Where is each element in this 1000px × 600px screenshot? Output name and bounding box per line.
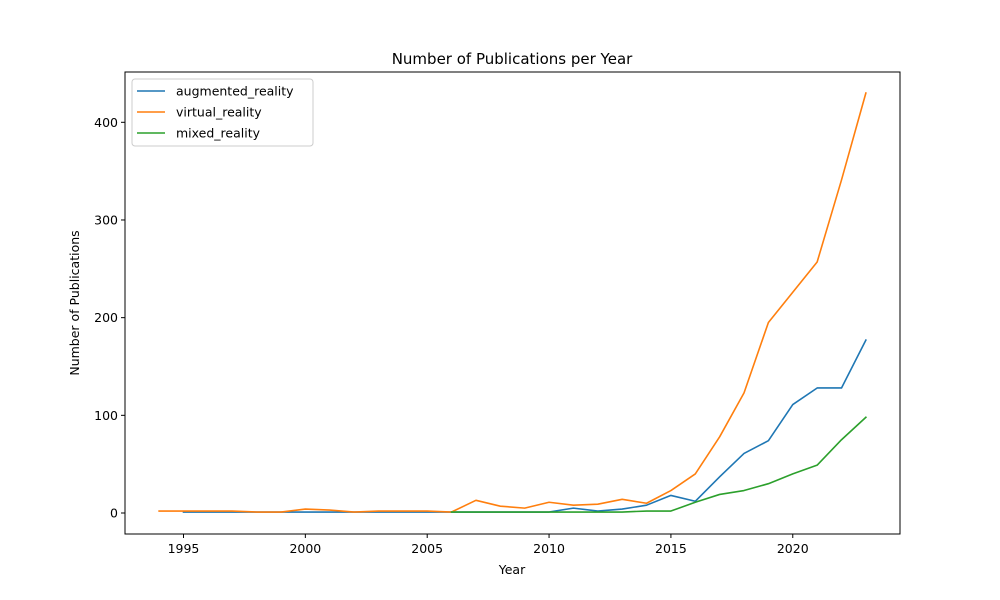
y-tick-label: 300: [94, 212, 118, 227]
x-tick-label: 2020: [777, 541, 809, 556]
x-axis-label: Year: [498, 562, 526, 577]
series-line-mixed-reality: [450, 416, 868, 513]
legend-label-virtual-reality: virtual_reality: [176, 105, 262, 120]
series-line-virtual-reality: [158, 92, 867, 513]
y-tick-label: 200: [94, 310, 118, 325]
legend-label-augmented-reality: augmented_reality: [176, 84, 294, 99]
chart-title: Number of Publications per Year: [392, 50, 633, 68]
x-tick-label: 2005: [411, 541, 443, 556]
plot-frame: [124, 71, 901, 535]
legend-box: [131, 78, 314, 147]
x-tick-label: 2000: [289, 541, 321, 556]
x-tick-label: 2015: [655, 541, 687, 556]
y-tick-label: 100: [94, 408, 118, 423]
y-tick-label: 0: [110, 506, 118, 521]
y-axis: 0 100 200 300 400: [94, 115, 125, 521]
x-tick-label: 2010: [533, 541, 565, 556]
x-tick-label: 1995: [168, 541, 200, 556]
series-line-augmented-reality: [182, 339, 867, 513]
y-tick-label: 400: [94, 115, 118, 130]
plot-area: [158, 92, 868, 513]
legend: augmented_reality virtual_reality mixed_re…: [131, 78, 314, 147]
y-axis-label: Number of Publications: [67, 230, 82, 375]
x-axis: 1995 2000 2005 2010 2015 2020: [168, 534, 809, 556]
legend-label-mixed-reality: mixed_reality: [176, 126, 261, 141]
